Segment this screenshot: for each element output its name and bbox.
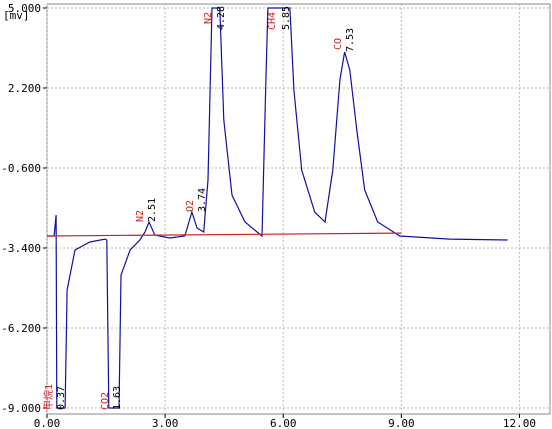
x-tick-label: 6.00 <box>270 417 297 429</box>
x-tick-label: 9.00 <box>388 417 415 429</box>
series-line <box>46 232 402 237</box>
y-tick-label: 5.000 <box>8 2 41 15</box>
peak-name: CO <box>333 38 344 50</box>
y-tick-label: -6.200 <box>1 322 41 335</box>
peak-name: O2 <box>185 200 196 212</box>
peak-name: N2 <box>135 210 146 222</box>
peak-time: 3.74 <box>197 188 208 212</box>
y-tick-label: -9.000 <box>1 402 41 415</box>
peak-name: CH4 <box>267 12 278 30</box>
peak-time: 5.85 <box>281 6 292 30</box>
y-tick-label: -0.600 <box>1 162 41 175</box>
peak-name: N2 <box>203 12 214 24</box>
series-line <box>47 7 508 409</box>
y-tick-label: 2.200 <box>8 82 41 95</box>
peak-time: 4.28 <box>216 6 227 30</box>
x-tick-label: 3.00 <box>152 417 179 429</box>
peak-time: 7.53 <box>345 28 356 52</box>
x-tick-label: 0.00 <box>34 417 61 429</box>
x-tick-label: 12.00 <box>503 417 536 429</box>
peak-time: 0.37 <box>56 386 67 410</box>
peak-name: CO2 <box>100 392 111 410</box>
peak-time: 1.63 <box>112 386 123 410</box>
peak-time: 2.51 <box>147 198 158 222</box>
y-unit: [mv] <box>3 9 30 22</box>
y-tick-label: -3.400 <box>1 242 41 255</box>
peak-name: 甲烷1 <box>42 384 55 410</box>
